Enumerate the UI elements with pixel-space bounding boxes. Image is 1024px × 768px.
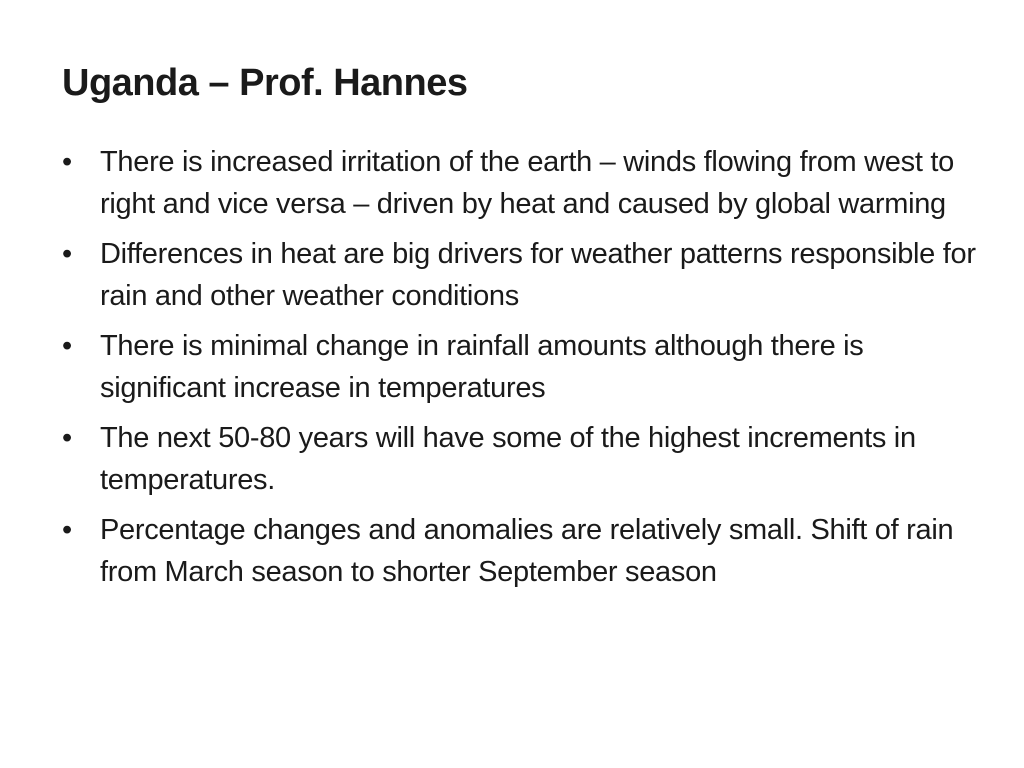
bullet-item: • There is minimal change in rainfall amo… xyxy=(62,326,982,409)
bullet-text: There is minimal change in rainfall amou… xyxy=(100,330,864,404)
bullet-item: • Differences in heat are big drivers for… xyxy=(62,234,982,317)
bullet-icon: • xyxy=(62,238,72,270)
slide-title: Uganda – Prof. Hannes xyxy=(62,62,468,104)
bullet-icon: • xyxy=(62,330,72,362)
bullet-text: Differences in heat are big drivers for … xyxy=(100,238,976,312)
bullet-icon: • xyxy=(62,422,72,454)
bullet-list: • There is increased irritation of the ea… xyxy=(62,142,982,602)
bullet-text: Percentage changes and anomalies are rel… xyxy=(100,514,954,588)
bullet-text: There is increased irritation of the ear… xyxy=(100,146,954,220)
bullet-text: The next 50-80 years will have some of t… xyxy=(100,422,916,496)
bullet-icon: • xyxy=(62,514,72,546)
bullet-item: • The next 50-80 years will have some of … xyxy=(62,418,982,501)
bullet-item: • Percentage changes and anomalies are re… xyxy=(62,510,982,593)
bullet-item: • There is increased irritation of the ea… xyxy=(62,142,982,225)
bullet-icon: • xyxy=(62,146,72,178)
